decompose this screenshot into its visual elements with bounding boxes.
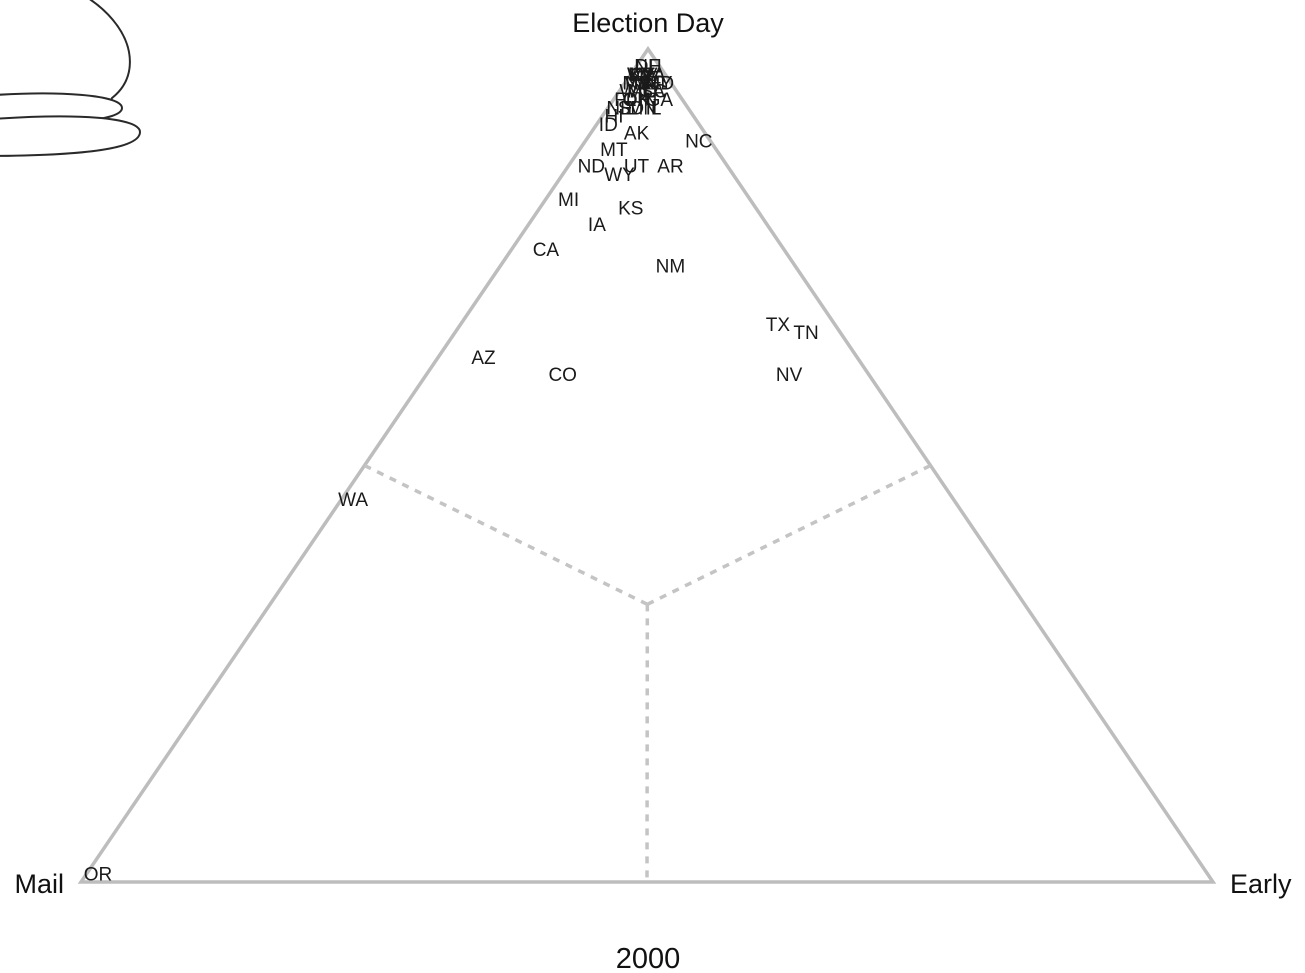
chart-title: 2000 <box>616 943 681 973</box>
state-point-nj: NJ <box>625 73 648 94</box>
state-point-de: DE <box>635 57 661 78</box>
region-dividers <box>363 463 932 883</box>
state-point-nd: ND <box>578 157 605 178</box>
state-point-ar: AR <box>657 157 683 178</box>
state-point-al: AL <box>631 82 654 103</box>
state-point-il: IL <box>646 98 662 119</box>
state-point-or: OR <box>84 865 113 886</box>
state-point-ak: AK <box>624 123 650 144</box>
decorative-outline <box>0 0 142 157</box>
region-divider-right <box>646 463 932 606</box>
vertex-label-top: Election Day <box>572 8 724 38</box>
state-point-nh: NH <box>634 57 661 78</box>
state-point-ca: CA <box>533 240 560 261</box>
state-point-tn: TN <box>793 323 818 344</box>
state-point-oh: OH <box>622 90 651 111</box>
state-point-vt: VT <box>624 73 649 94</box>
state-point-ma: MA <box>628 65 657 86</box>
state-point-md: MD <box>645 73 675 94</box>
state-point-wi: WI <box>619 82 642 103</box>
state-point-ne: NE <box>606 98 632 119</box>
state-point-ia: IA <box>588 215 606 236</box>
state-point-ny: NY <box>646 73 673 94</box>
state-point-mi: MI <box>558 190 579 211</box>
state-point-sc: SC <box>640 82 666 103</box>
region-divider-left <box>363 463 649 606</box>
state-point-hi: HI <box>605 107 624 128</box>
state-point-mn: MN <box>628 98 658 119</box>
state-point-me: ME <box>634 73 663 94</box>
state-point-wv: WV <box>627 65 658 86</box>
state-point-ks: KS <box>618 198 643 219</box>
state-point-mo: MO <box>627 82 658 103</box>
state-point-pa: PA <box>642 65 666 86</box>
state-point-va: VA <box>642 65 666 86</box>
state-point-co: CO <box>548 365 577 386</box>
state-point-la: LA <box>642 82 666 103</box>
state-point-wa: WA <box>338 490 368 511</box>
state-point-sd: SD <box>618 98 644 119</box>
state-point-az: AZ <box>471 348 496 369</box>
state-point-in: IN <box>638 90 657 111</box>
state-point-nc: NC <box>685 132 712 153</box>
state-point-nv: NV <box>776 365 803 386</box>
state-point-ct: CT <box>630 65 656 86</box>
state-point-ms: MS <box>622 73 651 94</box>
state-point-ut: UT <box>624 157 650 178</box>
state-point-ga: GA <box>646 90 674 111</box>
triangle-outline <box>77 45 1217 884</box>
state-point-mt: MT <box>600 140 628 161</box>
vertex-label-left: Mail <box>14 869 64 899</box>
state-point-fl: FL <box>614 90 636 111</box>
state-point-ok: OK <box>623 90 651 111</box>
state-point-wy: WY <box>604 165 635 186</box>
state-point-ky: KY <box>630 65 656 86</box>
state-point-nm: NM <box>656 257 686 278</box>
state-point-tx: TX <box>766 315 791 336</box>
state-point-id: ID <box>599 115 618 136</box>
state-point-ri: RI <box>639 73 658 94</box>
vertex-label-right: Early <box>1230 869 1292 899</box>
